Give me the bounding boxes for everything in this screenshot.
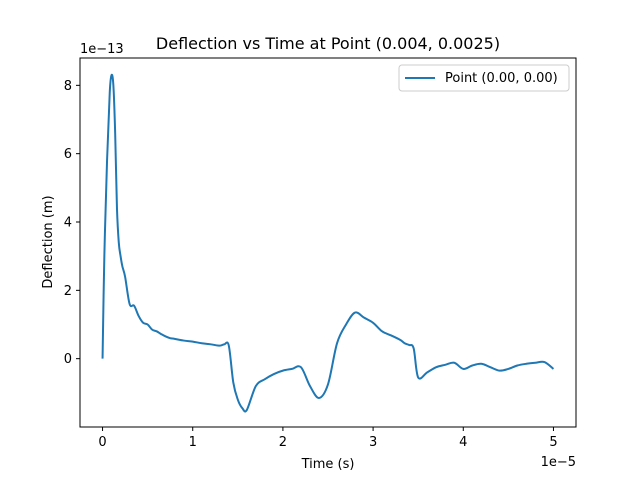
- x-tick-label: 2: [279, 435, 287, 450]
- y-tick-label: 8: [64, 79, 72, 94]
- series-line: [101, 73, 555, 413]
- chart-title: Deflection vs Time at Point (0.004, 0.00…: [156, 34, 500, 53]
- y-tick-label: 4: [64, 216, 72, 231]
- plot-frame: [79, 57, 577, 428]
- y-tick-label: 0: [64, 352, 72, 367]
- y-offset-text: 1e−13: [80, 42, 124, 57]
- plot-area: [80, 58, 576, 427]
- x-tick-label: 4: [459, 435, 467, 450]
- x-tick-label: 5: [549, 435, 557, 450]
- x-tick-label: 1: [189, 435, 197, 450]
- legend-label: Point (0.00, 0.00): [445, 71, 558, 86]
- legend: Point (0.00, 0.00): [398, 64, 570, 92]
- y-axis-ticks: 0 2 4 6 8: [64, 79, 80, 367]
- series-layer: [101, 73, 555, 413]
- y-tick-label: 6: [64, 147, 72, 162]
- x-offset-text: 1e−5: [541, 455, 576, 470]
- legend-box: [398, 64, 570, 92]
- y-tick-label: 2: [64, 284, 72, 299]
- x-axis-label: Time (s): [301, 457, 355, 472]
- x-tick-label: 0: [98, 435, 106, 450]
- x-tick-label: 3: [369, 435, 377, 450]
- y-axis-label: Deflection (m): [41, 195, 56, 288]
- x-axis-ticks: 0 1 2 3 4 5: [98, 427, 558, 450]
